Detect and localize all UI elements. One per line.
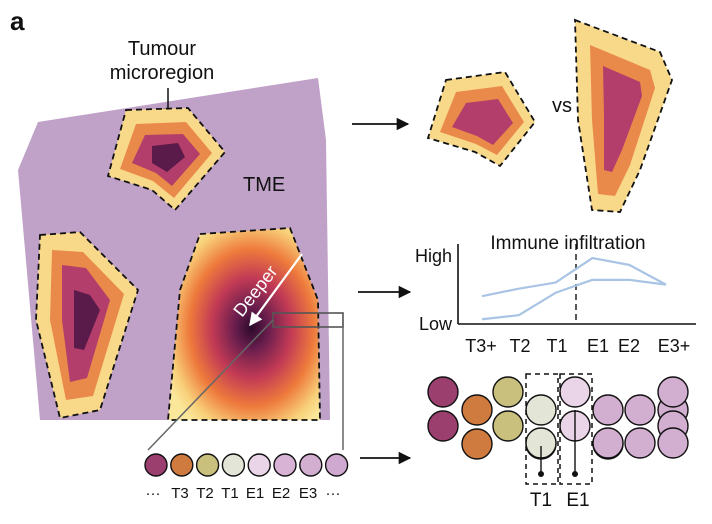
cell-grid bbox=[427, 376, 689, 460]
strip-label: T3 bbox=[171, 485, 189, 502]
microregion-small bbox=[106, 107, 227, 212]
grid-cell bbox=[592, 394, 624, 426]
chart-x-ticks: T3+ T2 T1 E1 E2 E3+ bbox=[465, 336, 690, 356]
chart-series-line-2 bbox=[481, 278, 667, 321]
strip-circle bbox=[247, 453, 271, 477]
comparison-small-region bbox=[426, 71, 537, 168]
grid-cell bbox=[592, 427, 624, 459]
e1-stem-dot bbox=[572, 471, 578, 477]
microregion-elongated bbox=[35, 231, 140, 420]
strip-circle bbox=[221, 453, 246, 477]
y-tick-low: Low bbox=[419, 314, 453, 334]
tumour-microregion-label-line1: Tumour bbox=[128, 38, 197, 60]
grid-cell bbox=[427, 410, 459, 442]
deeper-arrow bbox=[249, 253, 303, 327]
vs-label: vs bbox=[552, 95, 572, 117]
grid-cell bbox=[492, 376, 524, 408]
y-tick-high: High bbox=[415, 246, 452, 266]
grid-cell bbox=[657, 376, 689, 408]
grid-cell bbox=[461, 428, 493, 460]
chart-series bbox=[481, 256, 667, 321]
x-tick-label: T2 bbox=[509, 336, 530, 356]
strip-circle bbox=[299, 453, 323, 477]
tumour-microregion-label-line2: microregion bbox=[110, 62, 214, 84]
x-tick-label: E1 bbox=[587, 336, 609, 356]
strip-circle bbox=[170, 453, 194, 477]
t1-stem-dot bbox=[538, 471, 544, 477]
strip-label: ··· bbox=[146, 485, 161, 502]
grid-cell bbox=[624, 427, 656, 459]
strip-label: ··· bbox=[326, 485, 341, 502]
x-tick-label: T3+ bbox=[465, 336, 497, 356]
panel-label: a bbox=[10, 6, 25, 36]
strip-label: T1 bbox=[221, 485, 239, 502]
strip-label: E3 bbox=[299, 485, 317, 502]
e1-column-box bbox=[559, 373, 593, 485]
x-tick-label: T1 bbox=[546, 336, 567, 356]
strip-circle bbox=[324, 453, 349, 477]
zoom-line-left bbox=[147, 319, 274, 451]
tme-label: TME bbox=[243, 174, 285, 196]
strip-label: E2 bbox=[272, 485, 290, 502]
grid-cell bbox=[492, 410, 524, 442]
comparison-elongated-region bbox=[574, 18, 673, 213]
grid-label-e1: E1 bbox=[566, 490, 589, 511]
grid-cell bbox=[624, 394, 656, 426]
chart-title: Immune infiltration bbox=[490, 233, 645, 254]
grid-label-t1: T1 bbox=[530, 490, 552, 511]
t1-column-box bbox=[525, 373, 559, 485]
strip: ··· T3 T2 T1 E1 E2 E3 ··· bbox=[144, 453, 349, 502]
grid-cell bbox=[657, 427, 689, 459]
grid-cell bbox=[427, 376, 459, 408]
strip-circle bbox=[273, 453, 297, 477]
strip-circle bbox=[144, 453, 168, 477]
strip-label: E1 bbox=[246, 485, 264, 502]
chart-series-line-1 bbox=[481, 256, 667, 298]
grid-cell bbox=[525, 394, 557, 426]
grid-cell bbox=[559, 376, 591, 408]
strip-circle bbox=[195, 453, 220, 477]
x-tick-label: E3+ bbox=[658, 336, 691, 356]
grid-cell bbox=[461, 394, 493, 426]
x-tick-label: E2 bbox=[618, 336, 640, 356]
microregion-deep bbox=[167, 227, 321, 421]
strip-label: T2 bbox=[196, 485, 214, 502]
